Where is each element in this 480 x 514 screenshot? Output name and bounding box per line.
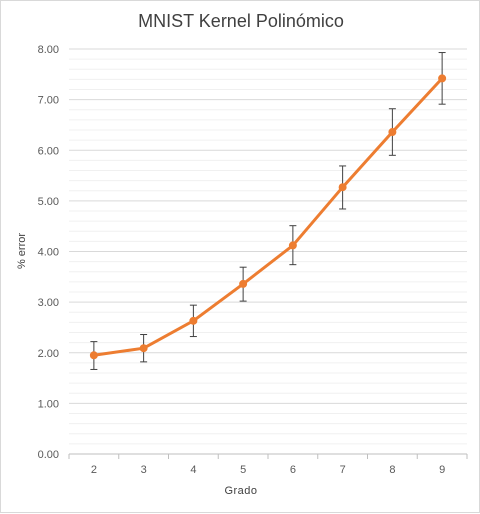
data-point <box>139 344 148 353</box>
x-tick-label: 4 <box>190 464 196 476</box>
x-tick-label: 9 <box>439 464 445 476</box>
y-tick-label: 5.00 <box>38 196 59 208</box>
data-point <box>438 74 447 83</box>
y-tick-label: 8.00 <box>38 44 59 56</box>
y-tick-label: 3.00 <box>38 297 59 309</box>
data-point <box>89 351 98 360</box>
y-tick-label: 6.00 <box>38 145 59 157</box>
x-tick-label: 6 <box>290 464 296 476</box>
y-tick-label: 0.00 <box>38 449 59 461</box>
x-axis-label: Grado <box>224 485 258 497</box>
data-point <box>388 128 397 137</box>
x-tick-label: 7 <box>340 464 346 476</box>
x-tick-label: 5 <box>240 464 246 476</box>
chart-title: MNIST Kernel Polinómico <box>138 11 344 31</box>
data-point <box>189 316 198 325</box>
data-point <box>288 241 297 250</box>
data-point <box>338 183 347 192</box>
data-point <box>239 279 248 288</box>
x-tick-label: 2 <box>91 464 97 476</box>
y-tick-label: 2.00 <box>38 348 59 360</box>
x-tick-label: 8 <box>389 464 395 476</box>
y-tick-label: 1.00 <box>38 398 59 410</box>
y-tick-label: 4.00 <box>38 247 59 259</box>
series-line <box>92 76 444 357</box>
y-tick-label: 7.00 <box>38 95 59 107</box>
x-tick-label: 3 <box>141 464 147 476</box>
